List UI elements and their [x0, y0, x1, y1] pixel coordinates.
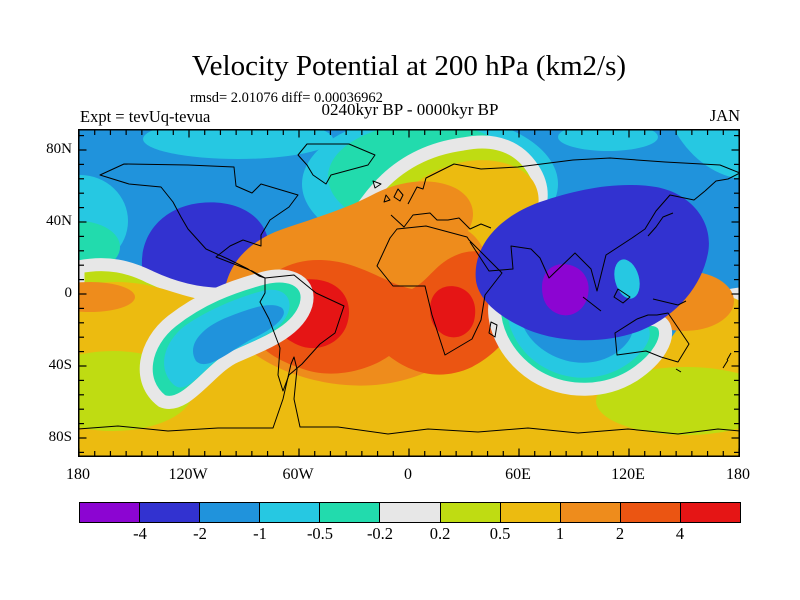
indian-ocean-tongue-blue [519, 303, 633, 363]
subtitle-period: 0240kyr BP - 0000kyr BP [321, 100, 499, 119]
contour-map [32, 114, 776, 464]
philippines-cyan-patch [614, 259, 640, 299]
colorbar-label: 1 [555, 524, 565, 543]
coastlines [77, 143, 741, 435]
south-pacific-tongue-blue [192, 305, 284, 365]
antarctic-green-patch-east [596, 367, 776, 435]
lat-tick-label: 40N [46, 213, 72, 229]
colorbar-label: -2 [193, 524, 207, 543]
colorbar-segment [680, 503, 741, 522]
lat-tick-label: 80N [46, 141, 72, 157]
month-label: JAN [709, 106, 740, 125]
axis-ticks [78, 130, 740, 456]
colorbar-label: 0.5 [489, 524, 511, 543]
coast-eurasia-north [407, 157, 741, 205]
page-title: Velocity Potential at 200 hPa (km2/s) [191, 50, 627, 82]
contour-fills [32, 114, 776, 464]
coast-north-america [99, 163, 299, 279]
coast-indonesia-new-guinea [582, 288, 687, 312]
positive-center-south-africa [430, 286, 476, 338]
lon-tick-label: 0 [404, 466, 412, 483]
coast-australia [614, 312, 690, 373]
colorbar-segment [260, 503, 321, 522]
colorbar-segment [620, 503, 681, 522]
lon-tick-label: 180 [726, 466, 750, 483]
coast-mediterranean [390, 212, 492, 230]
lon-tick-label: 60E [505, 466, 531, 483]
colorbar-segment [560, 503, 621, 522]
lon-tick-label: 120W [168, 466, 208, 483]
coast-africa [376, 225, 503, 356]
colorbar-segment [80, 503, 141, 522]
colorbar-segment [200, 503, 261, 522]
subtitle-stats: rmsd= 2.01076 diff= 0.00036962 [190, 90, 383, 106]
lat-tick-label: 40S [48, 357, 72, 373]
colorbar-label: 2 [615, 524, 625, 543]
experiment-label: Expt = tevUq-tevua [80, 107, 211, 126]
coast-antarctica [77, 356, 741, 435]
negative-center-asia [475, 184, 709, 341]
coast-asia-south [469, 190, 706, 292]
lon-tick-label: 180 [66, 466, 90, 483]
indian-ocean-tongue-cyan [507, 298, 650, 378]
coast-greenland [297, 143, 376, 185]
coast-new-zealand [722, 352, 732, 369]
lon-tick-label: 120E [611, 466, 645, 483]
lon-tick-label: 60W [282, 466, 314, 483]
coast-bering [704, 172, 741, 192]
coast-japan [647, 212, 674, 237]
coast-madagascar [488, 321, 498, 338]
map-frame [78, 129, 740, 457]
colorbar-segment [140, 503, 201, 522]
colorbar [79, 502, 741, 523]
colorbar-label: -0.5 [306, 524, 334, 543]
colorbar-label: -1 [253, 524, 267, 543]
colorbar-segment [320, 503, 381, 522]
colorbar-label: 4 [675, 524, 685, 543]
colorbar-label: -4 [133, 524, 147, 543]
colorbar-label: 0.2 [429, 524, 451, 543]
colorbar-segment [380, 503, 441, 522]
colorbar-segment [500, 503, 561, 522]
lat-tick-label: 0 [64, 285, 73, 301]
colorbar-segment [440, 503, 501, 522]
coast-british-isles [372, 180, 404, 203]
negative-minimum-india [542, 264, 589, 316]
coast-south-america [259, 274, 345, 392]
colorbar-label: -0.2 [366, 524, 394, 543]
lat-tick-label: 80S [48, 429, 72, 445]
